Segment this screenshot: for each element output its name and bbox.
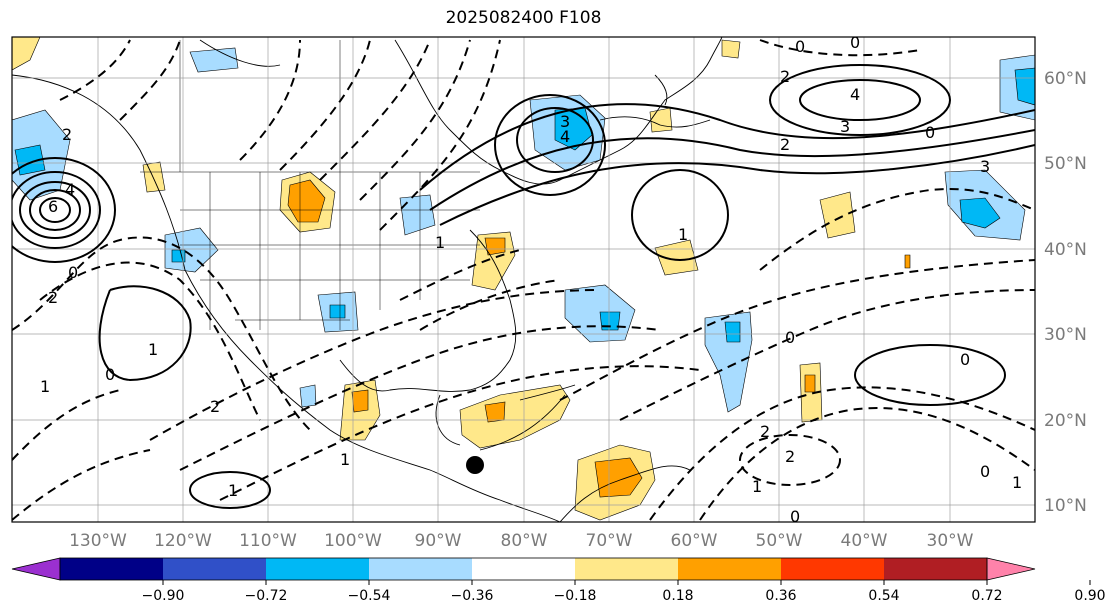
negative-shading [12, 47, 1035, 413]
map-border [11, 36, 1036, 523]
colorbar-swatch [781, 558, 885, 580]
contour-label: 3 [840, 117, 850, 136]
contour-label: 4 [560, 127, 570, 146]
contour-label: 1 [148, 340, 158, 359]
contour-label: 2 [48, 288, 58, 307]
colorbar-swatch [266, 558, 370, 580]
lat-label-60n: 60°N [1044, 69, 1087, 89]
contour-label: 1 [1012, 473, 1022, 492]
colorbar-tick-label: 0.72 [971, 588, 1002, 604]
coastlines [12, 37, 723, 522]
contour-label: 4 [65, 180, 75, 199]
colorbar-outline [59, 557, 988, 581]
colorbar-tick-label: 0.36 [765, 588, 796, 604]
lon-label-110w: 110°W [239, 531, 297, 551]
contour-label: 1 [435, 233, 445, 252]
latitude-labels: 60°N 50°N 40°N 30°N 20°N 10°N [1044, 69, 1087, 516]
lat-label-30n: 30°N [1044, 325, 1087, 345]
lon-label-130w: 130°W [69, 531, 127, 551]
contour-label: 0 [980, 462, 990, 481]
contour-label: 0 [105, 365, 115, 384]
longitude-labels: 130°W 120°W 110°W 100°W 90°W 80°W 70°W 6… [69, 531, 974, 551]
dashed-contours [12, 39, 1035, 521]
colorbar-tick-label: −0.36 [451, 588, 494, 604]
colorbar-tick-label: −0.18 [554, 588, 597, 604]
colorbar-swatch [369, 558, 473, 580]
contour-label: 3 [560, 112, 570, 131]
contour-label: 0 [785, 328, 795, 347]
colorbar-swatch [678, 558, 782, 580]
contour-label: 2 [62, 125, 72, 144]
contour-label: 2 [780, 135, 790, 154]
contour-label: 2 [780, 67, 790, 86]
contour-label: 0 [925, 123, 935, 142]
borders [140, 40, 480, 330]
contour-labels: 3 4 2 0 4 3 0 2 3 0 4 6 2 0 1 2 1 0 1 2 … [40, 33, 1022, 526]
storm-center-marker [466, 456, 484, 474]
colorbar-ticks: −0.90 −0.72 −0.54 −0.36 −0.18 0.18 0.36 … [142, 588, 1105, 604]
contour-label: 3 [980, 157, 990, 176]
colorbar-tick-label: −0.54 [348, 588, 391, 604]
contour-label: 0 [68, 263, 78, 282]
colorbar [11, 557, 1091, 585]
colorbar-swatch [60, 558, 164, 580]
contour-label: 6 [48, 197, 58, 216]
colorbar-swatch [472, 558, 576, 580]
contour-label: 0 [850, 33, 860, 52]
map-title: 2025082400 F108 [445, 8, 602, 28]
map-area [12, 37, 1035, 522]
lon-label-70w: 70°W [586, 531, 633, 551]
lon-label-50w: 50°W [756, 531, 803, 551]
colorbar-tick-label: 0.54 [868, 588, 899, 604]
colorbar-swatch [884, 558, 988, 580]
lon-label-40w: 40°W [841, 531, 888, 551]
colorbar-tick-label: −0.90 [142, 588, 185, 604]
colorbar-swatch [575, 558, 679, 580]
contour-label: 0 [960, 350, 970, 369]
graticule [12, 37, 1035, 522]
colorbar-tick-label: −0.72 [245, 588, 288, 604]
contour-label: 1 [40, 377, 50, 396]
contour-label: 4 [850, 85, 860, 104]
lat-label-50n: 50°N [1044, 154, 1087, 174]
lon-label-80w: 80°W [501, 531, 548, 551]
colorbar-extension-high [986, 557, 1036, 581]
contour-label: 1 [228, 481, 238, 500]
lon-label-90w: 90°W [415, 531, 462, 551]
contour-label: 2 [760, 422, 770, 441]
lon-label-30w: 30°W [927, 531, 974, 551]
contour-label: 1 [340, 450, 350, 469]
contour-label: 0 [790, 507, 800, 526]
solid-contours [12, 64, 1035, 509]
contour-label: 1 [752, 477, 762, 496]
lat-label-10n: 10°N [1044, 496, 1087, 516]
lon-label-120w: 120°W [154, 531, 212, 551]
lon-label-60w: 60°W [671, 531, 718, 551]
colorbar-swatch [163, 558, 267, 580]
lat-label-20n: 20°N [1044, 411, 1087, 431]
lat-label-40n: 40°N [1044, 240, 1087, 260]
lon-label-100w: 100°W [324, 531, 382, 551]
contour-label: 2 [785, 447, 795, 466]
contour-label: 1 [678, 225, 688, 244]
positive-shading [12, 37, 911, 521]
colorbar-tick-label: 0.90 [1074, 588, 1105, 604]
map-content [12, 37, 1035, 522]
colorbar-tick-label: 0.18 [662, 588, 693, 604]
contour-label: 0 [795, 37, 805, 56]
colorbar-extension-low [11, 557, 61, 581]
contour-label: 2 [210, 397, 220, 416]
